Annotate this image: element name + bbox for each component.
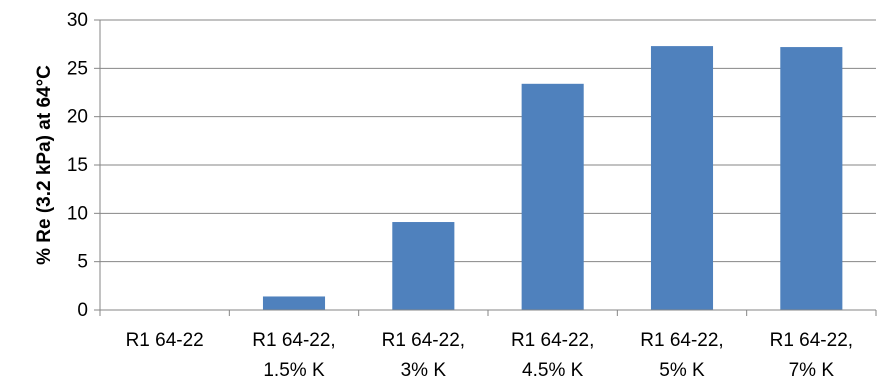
y-tick-label: 30	[67, 10, 88, 31]
bar-2	[392, 222, 455, 310]
gridlines	[100, 19, 876, 263]
y-tick-label: 20	[67, 107, 88, 128]
bars	[262, 46, 843, 311]
y-tick-label: 5	[77, 252, 88, 273]
x-tick-labels: R1 64-22 R1 64-22, 1.5% K R1 64-22, 3% K R1 6…	[99, 310, 877, 381]
y-tick-label: 10	[67, 203, 88, 224]
y-axis-title: % Re (3.2 kPa) at 64°C	[34, 65, 55, 265]
x-tick-label: R1 64-22, 3% K	[382, 330, 465, 381]
x-tick-label: R1 64-22	[126, 330, 204, 351]
x-tick-label: R1 64-22, 5% K	[640, 330, 723, 381]
bar-1	[262, 296, 326, 310]
y-tick-label: 25	[67, 58, 88, 79]
x-tick-label: R1 64-22, 1.5% K	[252, 330, 335, 381]
y-tick-labels: 0 5 10 15 20 25 30	[67, 10, 100, 321]
bar-4	[650, 46, 714, 310]
bar-5	[780, 47, 843, 311]
y-tick-label: 15	[67, 155, 88, 176]
x-tick-label: R1 64-22, 7% K	[770, 330, 853, 381]
y-tick-label: 0	[77, 300, 88, 321]
bar-3	[521, 83, 584, 310]
x-tick-label: R1 64-22, 4.5% K	[511, 330, 594, 381]
